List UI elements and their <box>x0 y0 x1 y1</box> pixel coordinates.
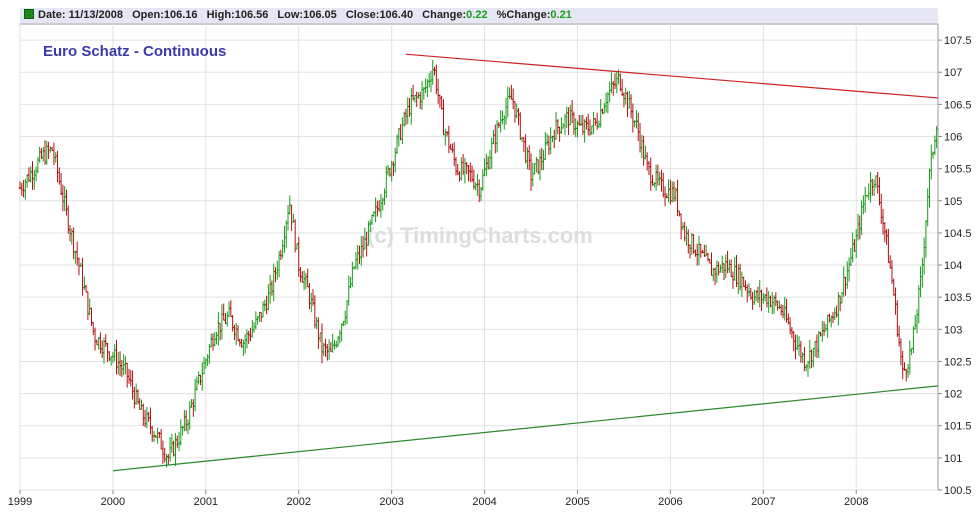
y-tick-label: 106 <box>944 131 962 143</box>
x-tick-label: 2006 <box>658 496 682 508</box>
x-tick-label: 2002 <box>287 496 311 508</box>
high-value: 106.56 <box>234 9 269 21</box>
trendline <box>405 53 939 99</box>
trendlines <box>112 53 939 472</box>
x-tick-label: 2003 <box>379 496 403 508</box>
date-label: Date: <box>38 9 66 21</box>
pct-change-label: %Change: <box>496 9 551 21</box>
y-tick-label: 102.5 <box>944 356 972 368</box>
y-tick-label: 106.5 <box>944 99 972 111</box>
ohlc-bars <box>18 59 939 468</box>
ohlc-bar <box>935 126 939 149</box>
trendline <box>112 385 939 472</box>
y-tick-label: 105.5 <box>944 164 972 176</box>
y-tick-label: 103.5 <box>944 292 972 304</box>
ohlc-info-bar: Date: 11/13/2008 Open:106.16 High:106.56… <box>20 8 938 23</box>
low-value: 106.05 <box>303 9 337 21</box>
pct-change-value: 0.21 <box>550 9 572 21</box>
y-tick-label: 100.5 <box>944 485 972 497</box>
series-color-swatch <box>24 9 34 19</box>
change-value: 0.22 <box>466 9 488 21</box>
open-label: Open: <box>132 9 164 21</box>
x-tick-label: 1999 <box>8 496 32 508</box>
x-tick-label: 2008 <box>844 496 868 508</box>
plot-area <box>19 23 939 491</box>
y-tick-label: 107 <box>944 67 962 79</box>
x-tick-label: 2000 <box>101 496 125 508</box>
y-tick-label: 101 <box>944 453 962 465</box>
x-tick-label: 2001 <box>194 496 218 508</box>
y-tick-label: 103 <box>944 324 962 336</box>
x-axis: 1999 2000 2001 2002 2003 2004 2005 2006 2007 2008 <box>8 490 868 508</box>
low-label: Low: <box>277 9 304 21</box>
x-tick-label: 2005 <box>565 496 589 508</box>
y-tick-label: 101.5 <box>944 421 972 433</box>
x-tick-label: 2007 <box>751 496 775 508</box>
close-value: 106.40 <box>379 9 414 21</box>
change-label: Change: <box>422 9 467 21</box>
y-axis: 100.5 101 101.5 102 102.5 103 103.5 104 104.5 105… <box>938 35 972 497</box>
x-tick-label: 2004 <box>472 496 496 508</box>
close-label: Close: <box>345 9 380 21</box>
y-tick-label: 104 <box>944 260 962 272</box>
gridlines <box>19 24 938 491</box>
chart-title: Euro Schatz - Continuous <box>43 43 226 60</box>
open-value: 106.16 <box>163 9 198 21</box>
y-tick-label: 105 <box>944 196 962 208</box>
y-tick-label: 102 <box>944 389 962 401</box>
y-tick-label: 107.5 <box>944 35 972 47</box>
date-value: 11/13/2008 <box>68 9 124 21</box>
watermark: (c) TimingCharts.com <box>367 223 593 248</box>
y-tick-label: 104.5 <box>944 228 972 240</box>
high-label: High: <box>206 9 235 21</box>
